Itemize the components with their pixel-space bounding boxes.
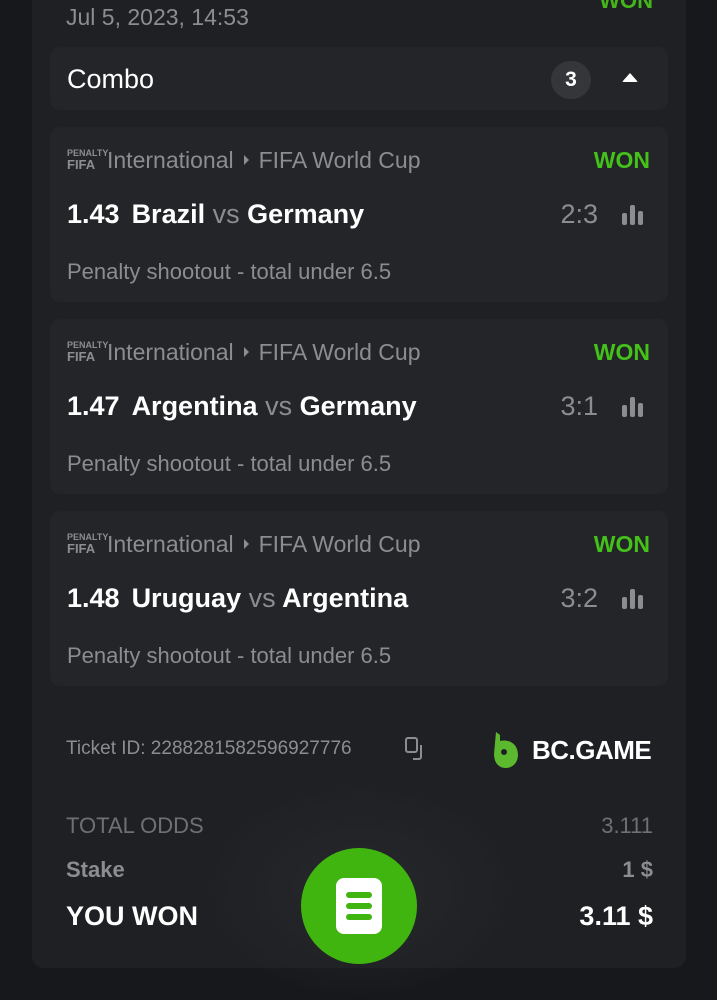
stake-value: 1 $: [622, 857, 653, 882]
bet-home: Uruguay: [131, 583, 242, 613]
combo-header[interactable]: Combo 3: [50, 47, 668, 110]
stake-row: Stake 1 $: [66, 857, 653, 883]
fifa-penalty-logo-icon: PENALTY FIFA: [67, 340, 109, 364]
betslip-button[interactable]: [301, 848, 417, 964]
bet-selection: PENALTY FIFA International FIFA World Cup …: [50, 127, 668, 302]
payout-row: YOU WON 3.11 $: [66, 901, 653, 932]
bet-selection: PENALTY FIFA International FIFA World Cup …: [50, 319, 668, 494]
copy-icon[interactable]: [405, 737, 427, 761]
bet-date: Jul 5, 2023, 14:53: [66, 4, 249, 30]
fifa-penalty-logo-icon: PENALTY FIFA: [67, 532, 109, 556]
stats-icon[interactable]: [622, 205, 644, 225]
market-description: Penalty shootout - total under 6.5: [67, 451, 392, 476]
bet-league: FIFA World Cup: [258, 147, 421, 173]
bet-home: Argentina: [131, 391, 258, 421]
combo-label: Combo: [67, 64, 155, 94]
bet-league: FIFA World Cup: [258, 339, 421, 365]
stats-icon[interactable]: [622, 589, 644, 609]
selection-status: WON: [593, 339, 650, 365]
bet-odds: 1.47: [67, 391, 120, 421]
bet-league: FIFA World Cup: [258, 531, 421, 557]
bet-odds: 1.48: [67, 583, 120, 613]
bet-away: Argentina: [282, 583, 409, 613]
league-breadcrumb: International FIFA World Cup: [107, 147, 421, 174]
bet-vs: vs: [212, 199, 240, 229]
match-line: 1.47 Argentina vs Germany: [67, 391, 417, 422]
bet-category: International: [107, 339, 234, 365]
bcgame-logo-icon: [494, 732, 518, 768]
combo-count-badge: 3: [551, 61, 591, 99]
match-line: 1.43 Brazil vs Germany: [67, 199, 364, 230]
breadcrumb-arrow-icon: [243, 347, 249, 357]
bet-odds: 1.43: [67, 199, 120, 229]
stats-icon[interactable]: [622, 397, 644, 417]
betslip-icon: [336, 878, 382, 934]
payout-value: 3.11 $: [579, 901, 653, 931]
payout-label: YOU WON: [66, 901, 198, 931]
ticket-status: WON: [599, 0, 653, 13]
market-description: Penalty shootout - total under 6.5: [67, 259, 392, 284]
match-score: 3:1: [560, 391, 598, 421]
selection-status: WON: [593, 147, 650, 173]
collapse-caret-icon[interactable]: [622, 73, 638, 82]
match-line: 1.48 Uruguay vs Argentina: [67, 583, 408, 614]
match-score: 2:3: [560, 199, 598, 229]
bet-away: Germany: [247, 199, 365, 229]
total-odds-value: 3.111: [601, 813, 653, 838]
bet-home: Brazil: [131, 199, 206, 229]
breadcrumb-arrow-icon: [243, 539, 249, 549]
bcgame-logo: BC.GAME: [492, 730, 652, 770]
league-breadcrumb: International FIFA World Cup: [107, 531, 421, 558]
ticket-id: Ticket ID: 2288281582596927776: [66, 738, 352, 759]
stake-label: Stake: [66, 857, 125, 882]
market-description: Penalty shootout - total under 6.5: [67, 643, 392, 668]
bet-vs: vs: [265, 391, 293, 421]
league-breadcrumb: International FIFA World Cup: [107, 339, 421, 366]
bet-away: Germany: [299, 391, 417, 421]
bet-vs: vs: [248, 583, 276, 613]
breadcrumb-arrow-icon: [243, 155, 249, 165]
fifa-penalty-logo-icon: PENALTY FIFA: [67, 148, 109, 172]
total-odds-row: TOTAL ODDS 3.111: [66, 813, 653, 839]
selection-status: WON: [593, 531, 650, 557]
total-odds-label: TOTAL ODDS: [66, 813, 204, 838]
match-score: 3:2: [560, 583, 598, 613]
bet-selection: PENALTY FIFA International FIFA World Cup …: [50, 511, 668, 686]
bet-category: International: [107, 531, 234, 557]
bet-category: International: [107, 147, 234, 173]
